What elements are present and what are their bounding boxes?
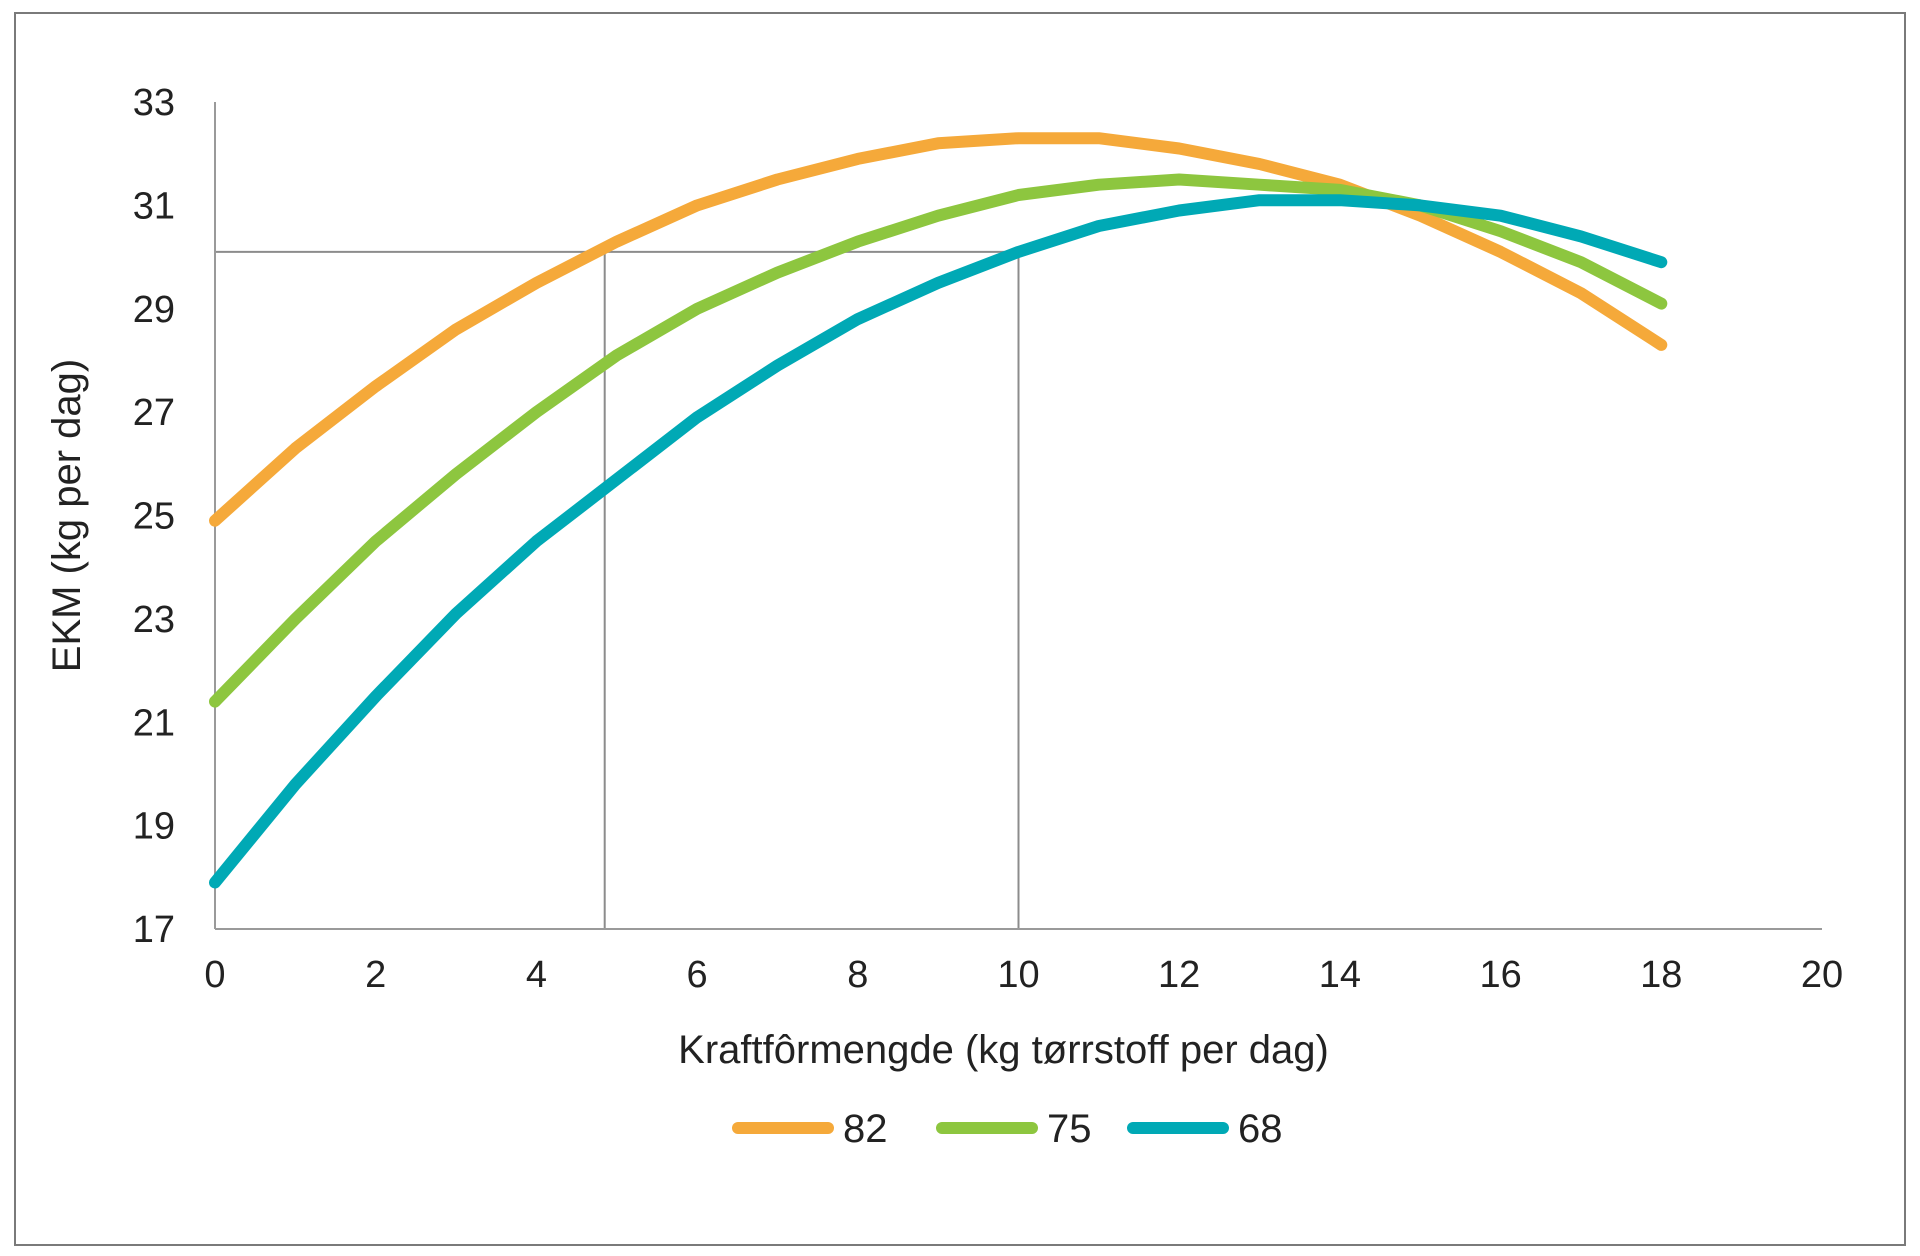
legend-label-68: 68	[1238, 1107, 1283, 1151]
series-line-82	[209, 132, 1668, 527]
x-tick-label: 20	[1801, 954, 1843, 996]
y-tick-label: 23	[133, 599, 175, 641]
y-tick-label: 25	[133, 496, 175, 538]
x-tick-label: 4	[526, 954, 547, 996]
x-tick-label: 14	[1319, 954, 1361, 996]
y-tick-label: 31	[133, 185, 175, 227]
series-lines	[209, 132, 1668, 889]
legend: 82 75 68	[732, 1107, 1283, 1151]
x-tick-labels: 0 2 4 6 8 10 12 14 16 18 20	[204, 954, 1843, 996]
x-tick-label: 0	[204, 954, 225, 996]
y-tick-label: 33	[133, 82, 175, 124]
x-tick-label: 8	[847, 954, 868, 996]
y-tick-label: 27	[133, 392, 175, 434]
y-tick-label: 17	[133, 909, 175, 951]
legend-label-75: 75	[1047, 1107, 1092, 1151]
y-axis-title: EKM (kg per dag)	[45, 359, 89, 672]
x-tick-label: 16	[1479, 954, 1521, 996]
x-tick-label: 6	[687, 954, 708, 996]
x-axis-title: Kraftfôrmengde (kg tørrstoff per dag)	[678, 1028, 1329, 1072]
x-tick-label: 10	[997, 954, 1039, 996]
y-tick-label: 19	[133, 806, 175, 848]
chart-frame	[14, 12, 1906, 1246]
y-tick-labels: 17 19 21 23 25 27 29 31 33	[133, 82, 175, 951]
x-tick-label: 12	[1158, 954, 1200, 996]
series-line-75	[209, 173, 1668, 708]
y-tick-label: 21	[133, 702, 175, 744]
x-tick-label: 2	[365, 954, 386, 996]
series-line-68	[209, 194, 1668, 889]
x-tick-label: 18	[1640, 954, 1682, 996]
legend-label-82: 82	[843, 1107, 888, 1151]
y-tick-label: 29	[133, 289, 175, 331]
